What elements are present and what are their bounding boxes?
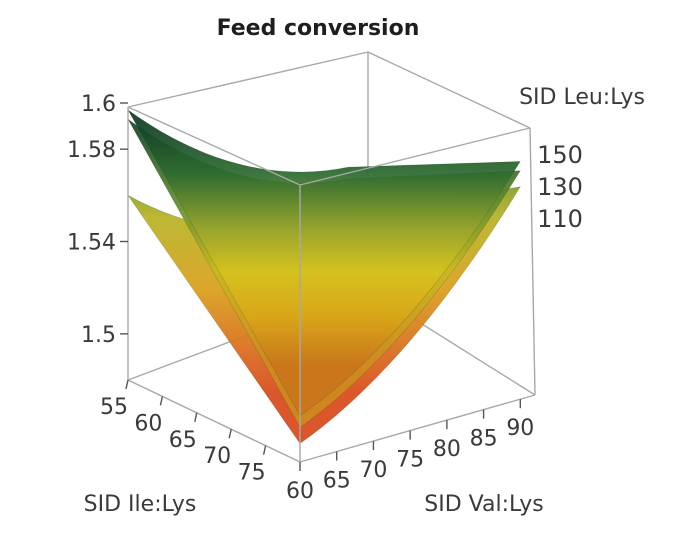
z-axis: 1.6 1.58 1.54 1.5 bbox=[67, 92, 128, 348]
surface-leu-lys-150 bbox=[127, 109, 521, 417]
y-tick-label: 90 bbox=[506, 416, 534, 441]
legend: SID Leu:Lys 150 130 110 bbox=[519, 85, 645, 233]
z-tick-label: 1.54 bbox=[67, 231, 116, 256]
x-tick-label: 55 bbox=[100, 395, 128, 420]
chart-title: Feed conversion bbox=[217, 16, 420, 41]
x-axis-label: SID Ile:Lys bbox=[84, 492, 197, 517]
y-tick-label: 65 bbox=[323, 469, 351, 494]
y-tick-label: 85 bbox=[470, 427, 498, 452]
x-tick-mark bbox=[159, 396, 164, 406]
legend-entry: 150 bbox=[537, 141, 583, 169]
y-tick-label: 75 bbox=[396, 448, 424, 473]
x-tick-label: 75 bbox=[238, 461, 266, 486]
legend-title: SID Leu:Lys bbox=[519, 85, 645, 110]
y-axis-label: SID Val:Lys bbox=[424, 492, 543, 517]
y-axis-val-lys: 60 65 70 75 80 85 90 bbox=[286, 399, 534, 504]
x-tick-mark bbox=[194, 412, 198, 422]
x-tick-mark bbox=[228, 429, 232, 439]
z-tick-label: 1.6 bbox=[81, 92, 116, 117]
y-tick-label: 60 bbox=[286, 479, 314, 504]
x-tick-mark bbox=[262, 445, 267, 455]
legend-entry: 110 bbox=[537, 205, 583, 233]
z-tick-label: 1.5 bbox=[81, 323, 116, 348]
y-tick-label: 70 bbox=[359, 458, 387, 483]
surfaces bbox=[127, 109, 521, 444]
x-tick-label: 70 bbox=[203, 444, 231, 469]
y-tick-label: 80 bbox=[433, 437, 461, 462]
x-tick-label: 65 bbox=[169, 428, 197, 453]
z-tick-label: 1.58 bbox=[67, 138, 116, 163]
x-tick-mark bbox=[125, 379, 129, 390]
legend-entry: 130 bbox=[537, 173, 583, 201]
x-tick-label: 60 bbox=[134, 411, 162, 436]
